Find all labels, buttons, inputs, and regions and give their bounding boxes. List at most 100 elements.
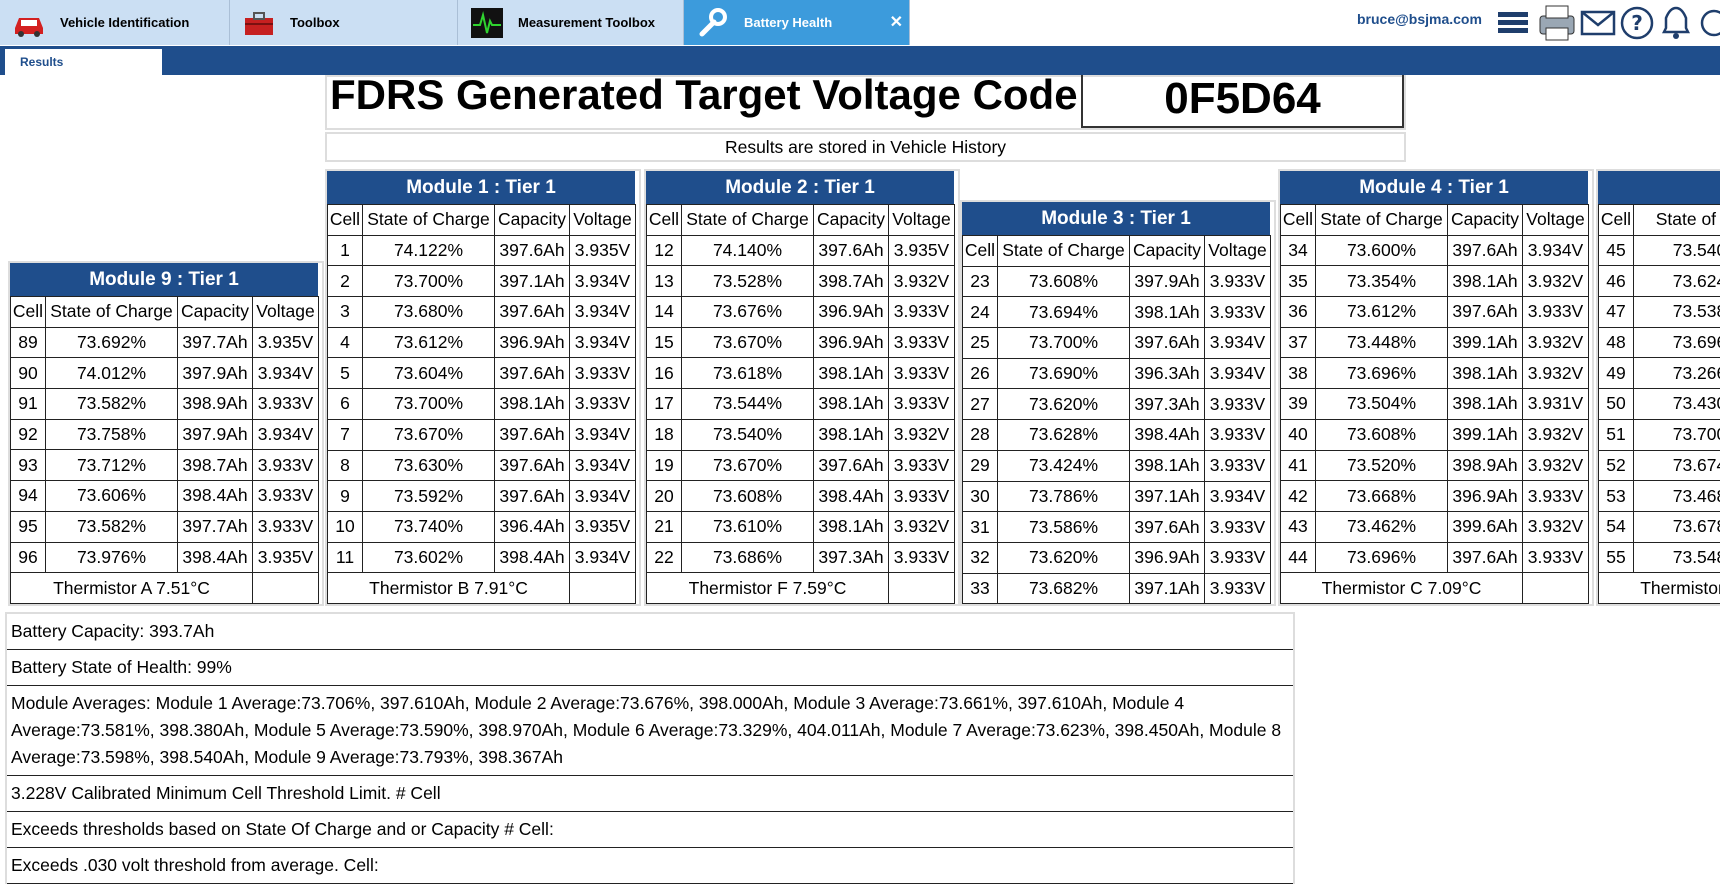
module-title: Module 2 : Tier 1: [646, 171, 954, 204]
cell-value: 397.6Ah: [814, 450, 889, 481]
module-box: ModuCellState of Ch4573.5404673.6244773.…: [1596, 169, 1720, 606]
module-title: Module 1 : Tier 1: [327, 171, 635, 204]
cell-value: 17: [647, 389, 682, 420]
cell-value: 22: [647, 542, 682, 573]
cell-value: 396.9Ah: [814, 297, 889, 328]
cell-value: 73.354%: [1316, 266, 1448, 297]
cell-value: 73.540%: [682, 419, 814, 450]
cell-value: 73.680%: [363, 297, 495, 328]
history-note: Results are stored in Vehicle History: [325, 132, 1406, 162]
cell-value: 398.7Ah: [814, 266, 889, 297]
print-icon[interactable]: [1540, 6, 1574, 40]
cell-value: 397.9Ah: [178, 358, 253, 389]
car-icon: [12, 8, 46, 38]
cell-value: 73.692%: [46, 327, 178, 358]
bell-icon[interactable]: [1664, 8, 1688, 39]
cell-value: 73.630%: [363, 450, 495, 481]
cell-value: 3.934V: [570, 481, 636, 512]
cell-value: 3.934V: [570, 297, 636, 328]
module-title: Modu: [1598, 171, 1720, 204]
cell-value: 73.740%: [363, 511, 495, 542]
cell-value: 398.1Ah: [1130, 450, 1205, 481]
column-header: State of Charge: [1316, 205, 1448, 236]
cell-value: 73.608%: [1316, 419, 1448, 450]
cell-value: 396.4Ah: [495, 511, 570, 542]
cell-value: 3.934V: [1205, 328, 1271, 359]
cell-value: 73.606%: [46, 481, 178, 512]
cell-value: 90: [11, 358, 46, 389]
cell-value: 73.696%: [1316, 542, 1448, 573]
tab[interactable]: Toolbox: [230, 0, 458, 45]
cell-value: 3.933V: [570, 358, 636, 389]
cell-value: 52: [1599, 450, 1634, 481]
cell-value: 3.932V: [1523, 450, 1589, 481]
thermistor-row: Thermistor B 7.91°C: [328, 573, 636, 604]
results-tab[interactable]: Results: [5, 49, 162, 75]
cell-value: 397.3Ah: [1130, 389, 1205, 420]
help-icon[interactable]: ?: [1622, 8, 1652, 38]
tab[interactable]: Vehicle Identification: [0, 0, 230, 45]
cell-value: 10: [328, 511, 363, 542]
cell-value: 28: [963, 420, 998, 451]
tab[interactable]: Battery Health✕: [684, 0, 910, 45]
cell-value: 73.540: [1634, 235, 1720, 266]
cell-value: 73.696%: [1316, 358, 1448, 389]
cell-value: 44: [1281, 542, 1316, 573]
tab-close[interactable]: ✕: [890, 12, 903, 32]
target-code: 0F5D64: [1081, 75, 1404, 128]
module-title: Module 9 : Tier 1: [10, 263, 318, 296]
cell-value: 397.3Ah: [814, 542, 889, 573]
cell-value: 73.694%: [998, 297, 1130, 328]
more-icon[interactable]: [1702, 11, 1720, 35]
cell-value: 397.1Ah: [495, 266, 570, 297]
cell-value: 3.934V: [1205, 358, 1271, 389]
cell-value: 73.618%: [682, 358, 814, 389]
cell-value: 397.6Ah: [495, 297, 570, 328]
column-header: State of Ch: [1634, 205, 1720, 236]
cell-value: 31: [963, 512, 998, 543]
menu-icon[interactable]: [1498, 12, 1528, 33]
cell-value: 91: [11, 389, 46, 420]
cell-value: 3.935V: [889, 235, 955, 266]
cell-value: 397.1Ah: [1130, 573, 1205, 604]
cell-value: 49: [1599, 358, 1634, 389]
column-header: Cell: [1599, 205, 1634, 236]
cell-value: 15: [647, 327, 682, 358]
cell-value: 73.504%: [1316, 389, 1448, 420]
cell-value: 3.933V: [570, 389, 636, 420]
cell-value: 3.933V: [889, 542, 955, 573]
cell-value: 55: [1599, 542, 1634, 573]
cell-value: 73.528%: [682, 266, 814, 297]
cell-value: 73.520%: [1316, 450, 1448, 481]
cell-value: 42: [1281, 481, 1316, 512]
cell-value: 3.932V: [889, 419, 955, 450]
cell-value: 73.700%: [363, 266, 495, 297]
cell-value: 73.582%: [46, 389, 178, 420]
tab[interactable]: Measurement Toolbox: [458, 0, 684, 45]
mail-icon[interactable]: [1582, 12, 1614, 34]
cell-value: 46: [1599, 266, 1634, 297]
user-email[interactable]: bruce@bsjma.com: [1357, 11, 1482, 27]
empty-cell: [570, 573, 636, 604]
cell-value: 34: [1281, 235, 1316, 266]
